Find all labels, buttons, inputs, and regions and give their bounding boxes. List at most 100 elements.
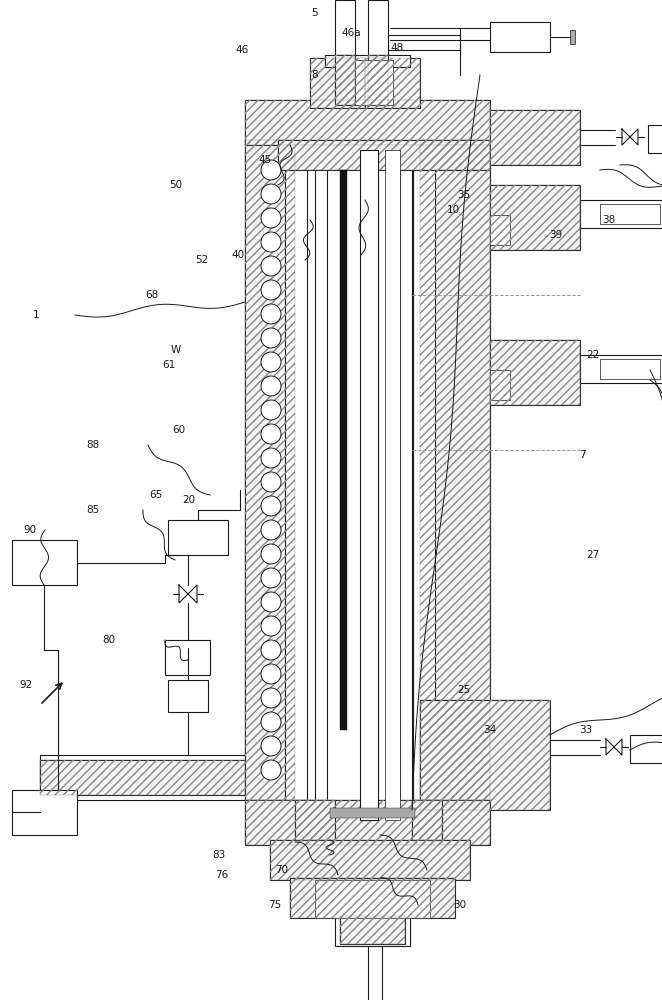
Circle shape	[261, 640, 281, 660]
Bar	[340, 916, 405, 944]
Bar	[385, 150, 400, 820]
Text: 20: 20	[182, 495, 195, 505]
Bar	[278, 140, 490, 170]
Text: 27: 27	[586, 550, 599, 560]
Text: 35: 35	[457, 190, 470, 200]
Bar	[340, 916, 405, 944]
Circle shape	[261, 160, 281, 180]
Bar	[490, 110, 580, 165]
Text: 70: 70	[275, 865, 288, 875]
Text: 5: 5	[311, 8, 318, 18]
Text: 60: 60	[172, 425, 185, 435]
Bar	[413, 165, 435, 800]
Bar	[12, 540, 77, 585]
Bar	[165, 640, 210, 675]
Circle shape	[261, 448, 281, 468]
Text: 45: 45	[258, 155, 271, 165]
Bar	[490, 110, 580, 165]
Bar	[400, 145, 412, 810]
Bar	[12, 790, 77, 835]
Text: 85: 85	[86, 505, 99, 515]
Text: 46a: 46a	[341, 28, 361, 38]
Text: 65: 65	[149, 490, 162, 500]
Bar	[490, 185, 580, 250]
Bar	[570, 30, 575, 44]
Circle shape	[261, 424, 281, 444]
Text: 34: 34	[483, 725, 496, 735]
Bar	[490, 22, 550, 52]
Bar	[40, 760, 245, 795]
Bar	[40, 760, 245, 795]
Bar	[355, 60, 393, 105]
Bar	[168, 520, 228, 555]
Text: 22: 22	[586, 350, 599, 360]
Bar	[310, 58, 365, 108]
Bar	[580, 200, 662, 228]
Bar	[365, 58, 420, 108]
Text: 10: 10	[447, 205, 460, 215]
Bar	[490, 370, 510, 400]
Bar	[365, 58, 420, 108]
Bar	[245, 140, 295, 800]
Circle shape	[261, 328, 281, 348]
Bar	[325, 55, 410, 67]
Bar	[168, 680, 208, 712]
Text: 83: 83	[212, 850, 225, 860]
Bar	[335, 55, 355, 105]
Bar	[490, 340, 580, 405]
Bar	[420, 700, 550, 810]
Circle shape	[261, 688, 281, 708]
Bar	[360, 150, 378, 820]
Text: 52: 52	[195, 255, 209, 265]
Bar	[295, 800, 335, 840]
Text: 39: 39	[549, 230, 563, 240]
Text: 61: 61	[162, 360, 175, 370]
Bar	[290, 878, 455, 918]
Circle shape	[261, 352, 281, 372]
Bar	[270, 840, 470, 880]
Bar	[412, 800, 442, 840]
Bar	[245, 100, 490, 145]
Bar	[368, 55, 388, 105]
Bar	[490, 185, 580, 250]
Bar	[420, 140, 490, 800]
Bar	[335, 55, 355, 105]
Circle shape	[261, 544, 281, 564]
Text: 38: 38	[602, 215, 616, 225]
Circle shape	[261, 664, 281, 684]
Bar	[330, 808, 415, 818]
Text: 92: 92	[20, 680, 33, 690]
Bar	[290, 878, 455, 918]
Text: 75: 75	[268, 900, 281, 910]
Bar	[490, 215, 510, 245]
Bar	[245, 140, 295, 800]
Text: 68: 68	[146, 290, 159, 300]
Text: 88: 88	[86, 440, 99, 450]
Text: 1: 1	[33, 310, 40, 320]
Text: 25: 25	[457, 685, 470, 695]
Bar	[278, 140, 490, 170]
Circle shape	[261, 616, 281, 636]
Bar	[368, 0, 388, 60]
Circle shape	[261, 760, 281, 780]
Circle shape	[261, 520, 281, 540]
Circle shape	[261, 232, 281, 252]
Text: 80: 80	[103, 635, 116, 645]
Text: 76: 76	[215, 870, 228, 880]
Bar	[648, 125, 662, 153]
Circle shape	[261, 472, 281, 492]
Text: 30: 30	[453, 900, 467, 910]
Bar	[245, 100, 490, 145]
Text: 33: 33	[579, 725, 592, 735]
Text: 8: 8	[311, 70, 318, 80]
Circle shape	[261, 400, 281, 420]
Circle shape	[261, 736, 281, 756]
Circle shape	[261, 184, 281, 204]
Text: 90: 90	[23, 525, 36, 535]
Bar	[340, 170, 347, 730]
Circle shape	[261, 304, 281, 324]
Circle shape	[261, 712, 281, 732]
Bar	[285, 165, 307, 800]
Circle shape	[261, 496, 281, 516]
Bar	[270, 840, 470, 880]
